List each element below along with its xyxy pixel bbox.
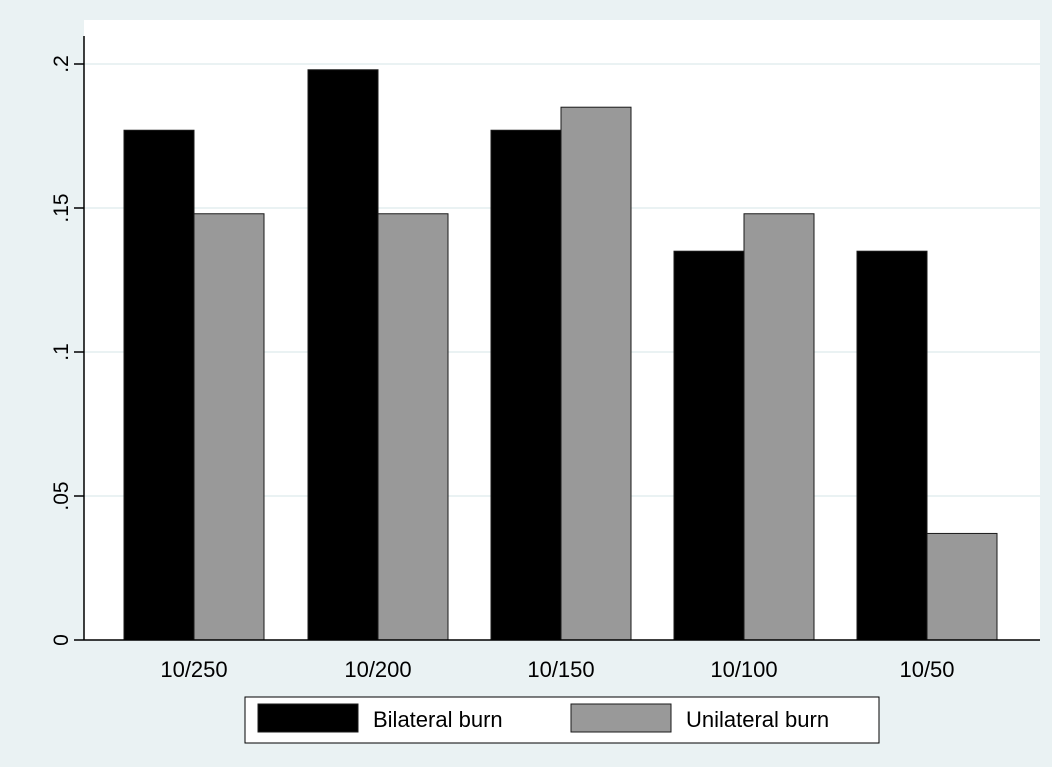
bar-unilateral-burn [377, 213, 449, 641]
bar-bilateral-burn [856, 250, 928, 641]
axes [83, 36, 1040, 641]
legend-swatch [570, 703, 672, 733]
y-tick-label: .05 [50, 481, 73, 510]
y-axis-ticks: 0 .05 .1 .15 .2 [50, 55, 84, 646]
x-tick-label: 10/50 [899, 657, 954, 682]
bar-bilateral-burn [490, 129, 562, 641]
x-tick-label: 10/200 [344, 657, 411, 682]
x-tick-label: 10/150 [527, 657, 594, 682]
bar-unilateral-burn [743, 213, 815, 641]
bar-unilateral-burn [193, 213, 265, 641]
y-tick-label: .1 [50, 343, 73, 361]
y-tick-label: .2 [50, 55, 73, 73]
y-tick-label: 0 [50, 634, 73, 646]
legend-label: Unilateral burn [686, 707, 829, 732]
x-tick-label: 10/250 [160, 657, 227, 682]
x-tick-label: 10/100 [710, 657, 777, 682]
legend-swatch [257, 703, 359, 733]
bar-bilateral-burn [123, 129, 195, 641]
bar-bilateral-burn [673, 250, 745, 641]
x-axis-ticks: 10/250 10/200 10/150 10/100 10/50 [160, 657, 954, 682]
legend-label: Bilateral burn [373, 707, 503, 732]
legend: Bilateral burn Unilateral burn [244, 696, 880, 744]
bar-bilateral-burn [307, 69, 379, 641]
bar-unilateral-burn [926, 532, 998, 641]
bar-unilateral-burn [560, 106, 632, 641]
y-tick-label: .15 [50, 193, 73, 222]
